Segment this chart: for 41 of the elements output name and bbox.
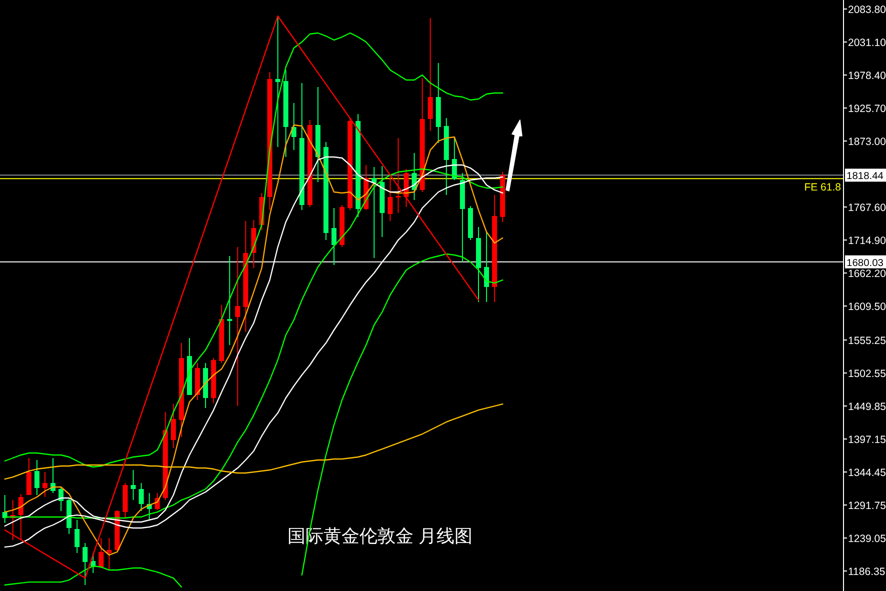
y-tick-label: 1291.75 xyxy=(848,500,886,512)
candlestick xyxy=(388,176,393,222)
y-tick-label: 1662.20 xyxy=(848,268,886,280)
y-tick-label: 1555.25 xyxy=(848,334,886,347)
candlestick xyxy=(331,208,336,266)
y-tick-label: 1925.70 xyxy=(848,103,886,116)
candlestick xyxy=(235,246,240,407)
candlestick xyxy=(34,460,40,496)
y-tick-label: 2083.80 xyxy=(848,4,886,16)
y-tick-label: 1186.35 xyxy=(848,566,886,578)
y-tick-label: 1767.60 xyxy=(848,202,886,214)
candlestick xyxy=(58,486,64,512)
y-tick-label: 1978.40 xyxy=(848,70,886,82)
y-tick-label: 1344.45 xyxy=(848,466,886,479)
y-tick-label: 1449.85 xyxy=(848,400,886,413)
candlestick xyxy=(98,538,104,569)
ref-line-label: FE 61.8 xyxy=(804,182,842,194)
y-tick-label: 1714.90 xyxy=(848,235,886,248)
candlestick xyxy=(396,138,401,214)
candlestick xyxy=(291,102,296,151)
candlestick xyxy=(26,457,32,496)
ref-line-label: 1680.03 xyxy=(846,258,884,269)
candlestick xyxy=(484,232,490,303)
candlestick xyxy=(130,470,136,501)
ref-line-label: 1818.44 xyxy=(846,171,884,182)
candlestick xyxy=(170,404,176,449)
y-tick-label: 1397.15 xyxy=(848,434,886,446)
y-tick-label: 2031.10 xyxy=(848,37,886,50)
candlestick xyxy=(42,472,48,498)
candlestick xyxy=(106,538,112,571)
candlestick xyxy=(428,17,433,132)
candlestick xyxy=(227,255,232,346)
candlestick xyxy=(138,482,144,512)
candlestick xyxy=(82,542,88,586)
y-tick-label: 1609.50 xyxy=(848,301,886,314)
y-tick-label: 1239.05 xyxy=(848,532,886,545)
candlestick xyxy=(275,16,280,148)
y-tick-label: 1873.00 xyxy=(848,136,886,148)
y-tick-label: 1502.55 xyxy=(848,368,886,380)
candlestick xyxy=(18,494,24,541)
candlestick xyxy=(74,519,80,554)
